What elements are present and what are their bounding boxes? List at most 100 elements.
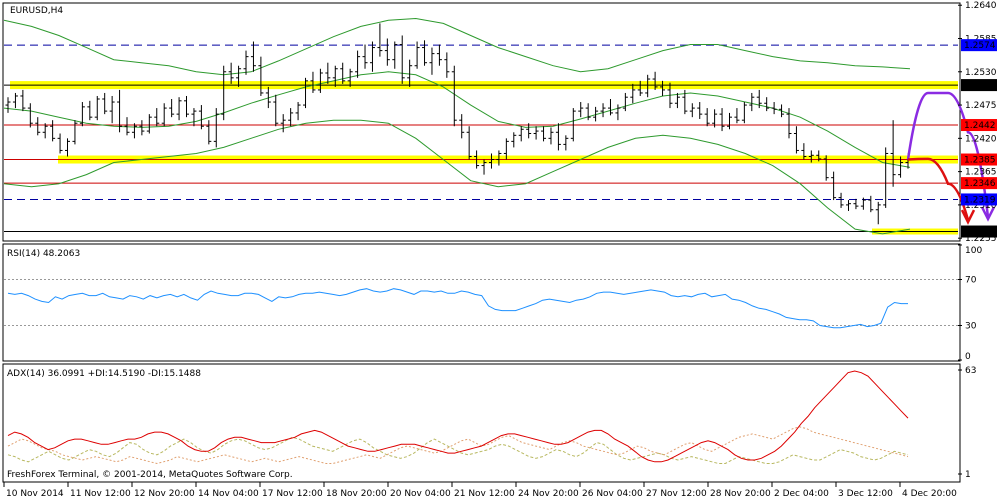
candle-9 [72,120,78,145]
candle-96 [719,108,725,132]
level-badge-3 [961,153,997,166]
level-badge-1 [961,79,997,92]
candle-66 [496,150,502,166]
symbol-label: EURUSD,H4 [10,6,63,16]
candle-109 [816,150,822,162]
candle-100 [749,92,755,112]
candle-93 [697,102,703,119]
candle-36 [273,94,279,127]
candle-120 [898,156,904,178]
candle-0 [5,97,11,113]
candle-68 [511,132,517,148]
rsi-panel[interactable]: RSI(14) 48.2063 [2,243,961,362]
level-badge-label-2: 1.2442 [964,121,996,131]
candle-17 [131,123,137,139]
candle-104 [779,104,785,118]
rsi-tick-label-1: 70 [965,276,977,286]
candle-65 [488,153,494,169]
candle-86 [645,74,651,98]
candle-32 [243,50,249,75]
candle-25 [191,108,197,127]
candle-85 [637,80,643,96]
candle-1 [12,92,18,109]
candle-99 [741,102,747,124]
rsi-axis: 100 70 30 0 [958,244,982,362]
candle-113 [845,200,851,211]
level-badge-label-4: 1.2346 [964,179,996,189]
candle-103 [771,102,777,115]
copyright-text: FreshForex Terminal, © 2001-2014, MetaQu… [7,470,293,480]
price-panel[interactable]: EURUSD,H4 [2,2,996,242]
level-badge-5 [961,193,997,206]
candle-61 [459,114,465,139]
candle-38 [288,108,294,127]
candle-5 [42,123,48,139]
candle-37 [280,114,286,133]
candle-69 [518,126,524,142]
time-tick-label-9: 26 Nov 04:00 [582,489,643,499]
level-badge-label-0: 1.2574 [964,41,996,51]
candle-117 [875,201,881,225]
candle-64 [481,159,487,175]
candle-98 [734,108,740,124]
candle-3 [27,103,33,128]
candle-70 [526,123,532,139]
time-tick-label-14: 4 Dec 20:00 [902,489,957,499]
time-tick-label-12: 2 Dec 04:00 [774,489,829,499]
candle-92 [689,103,695,118]
candle-111 [831,171,837,201]
forecast-arrows [906,91,996,225]
time-tick-label-0: 10 Nov 2014 [6,489,64,499]
candle-51 [384,38,390,66]
candle-39 [295,102,301,121]
time-tick-label-10: 27 Nov 12:00 [646,489,707,499]
time-tick-label-11: 28 Nov 20:00 [710,489,771,499]
adx-panel[interactable]: ADX(14) 36.0991 +DI:14.5190 -DI:15.1488 … [2,363,961,483]
candle-23 [176,97,182,121]
price-tick-label-7: 1.2255 [965,234,997,244]
price-axis: 1.26401.25851.25301.24751.24201.23651.23… [958,1,997,244]
adx-tick-label-0: 63 [965,366,976,376]
candle-33 [250,41,256,72]
time-tick-label-3: 14 Nov 04:00 [198,489,259,499]
candle-7 [57,133,63,154]
candle-74 [555,123,561,151]
rsi-label: RSI(14) 48.2063 [7,249,80,259]
candle-12 [94,95,100,121]
candle-53 [399,35,405,84]
price-tick-label-0: 1.2640 [965,1,997,11]
candle-14 [109,95,115,124]
candle-110 [823,155,829,181]
candle-101 [756,89,762,109]
candle-82 [615,104,621,121]
level-badge-6 [961,225,997,238]
adx-axis: 63 1 [958,366,976,480]
candle-16 [124,117,130,136]
level-badge-label-3: 1.2385 [964,156,996,166]
adx-minus-di [7,426,909,465]
candle-28 [213,108,219,148]
candle-60 [451,65,457,127]
rsi-line [7,288,908,329]
candle-80 [600,103,606,118]
candle-42 [317,68,323,93]
candle-91 [682,89,688,115]
level-badge-2 [961,119,997,132]
candle-20 [154,108,160,127]
candle-34 [258,56,264,96]
candle-84 [630,83,636,104]
candle-107 [801,143,807,160]
time-tick-label-7: 21 Nov 12:00 [454,489,515,499]
candle-22 [169,99,175,118]
rsi-levels [4,279,958,326]
candle-15 [117,89,123,133]
level-badge-label-6: 1.2266 [964,228,996,238]
level-badge-label-1: 1.2508 [964,81,996,91]
candle-40 [303,77,309,109]
adx-tick-label-1: 1 [965,470,971,480]
forecast-red [907,157,970,221]
candle-76 [570,108,576,142]
candle-58 [436,44,442,66]
